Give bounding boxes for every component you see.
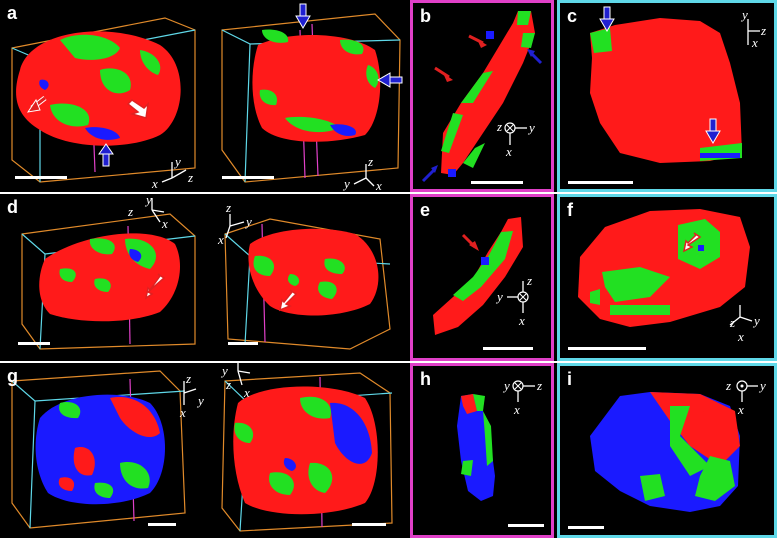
panel-f: f z y x: [557, 194, 777, 361]
axis-label-d-l2: y: [144, 194, 152, 207]
axis-label-i2: y: [758, 378, 766, 393]
arrow-red-icon-a1: [26, 96, 47, 113]
scale-bar-c: [568, 181, 633, 184]
axis-label-g-r2: z: [225, 377, 231, 392]
axis-label-b3: x: [505, 144, 512, 159]
axis-label-a-r3: x: [375, 178, 382, 192]
panel-label-g: g: [7, 366, 18, 386]
axis-label-d-l3: x: [161, 216, 168, 231]
axis-label-a-l2: x: [151, 176, 158, 191]
scale-bar-b: [471, 181, 523, 184]
panel-h: h y z x: [410, 363, 554, 538]
axis-label-f1: z: [729, 315, 735, 330]
axis-label-f3: x: [737, 329, 744, 344]
axis-label-c2: z: [760, 23, 766, 38]
scale-bar-g-left: [148, 523, 176, 526]
axis-label-g-l2: x: [179, 405, 186, 420]
arrow-red-outline-icon-a2: [126, 99, 150, 119]
axis-label-d-r2: x: [217, 232, 224, 247]
axis-label-g-l1: z: [185, 371, 191, 386]
axis-label-c3: x: [751, 35, 758, 50]
panel-c-render: y z x: [568, 6, 766, 184]
axis-label-a-r2: y: [342, 176, 350, 191]
panel-i-render: z y x: [568, 378, 766, 529]
panel-g-render: z x y y z x: [11, 363, 393, 532]
panel-label-i: i: [567, 369, 573, 389]
scale-bar-a-left: [15, 176, 67, 179]
axis-label-g-r1: y: [220, 363, 228, 378]
axis-label-d-r1: z: [225, 200, 231, 215]
scale-bar-e: [483, 347, 533, 350]
scale-bar-a-right: [222, 176, 274, 179]
axis-label-d-l1: z: [127, 204, 133, 219]
arrow-red-outline-icon-d1: [144, 273, 166, 300]
panel-d: d z y x: [0, 194, 410, 361]
scale-bar-g-right: [352, 523, 386, 526]
panel-e: e z y x: [410, 194, 554, 361]
axis-label-i3: x: [737, 402, 744, 417]
axis-label-a-l1: y: [173, 154, 181, 169]
axis-label-h1: y: [502, 378, 510, 393]
axis-label-e2: y: [495, 289, 503, 304]
panel-b: b z y x: [410, 0, 554, 192]
panel-i: i z y x: [557, 363, 777, 538]
arrow-blue-icon-a-top: [295, 3, 311, 29]
axis-label-d-r3: y: [244, 214, 252, 229]
panel-h-render: y z x: [457, 378, 544, 527]
axis-label-a-l3: z: [187, 170, 193, 185]
axis-label-i1: z: [725, 378, 731, 393]
scale-bar-d-right: [228, 342, 258, 345]
panel-c: c y z x: [557, 0, 777, 192]
panel-label-d: d: [7, 197, 18, 217]
scale-bar-i: [568, 526, 604, 529]
panel-label-b: b: [420, 6, 431, 26]
axis-label-b2: y: [527, 120, 535, 135]
panel-label-c: c: [567, 6, 578, 26]
arrow-red-outline-icon-f: [682, 232, 702, 253]
axis-label-h3: x: [513, 402, 520, 417]
panel-label-f: f: [567, 200, 573, 220]
panel-d-render: z y x z x y: [18, 194, 391, 350]
arrow-blue-icon-a: [98, 143, 114, 167]
panel-label-e: e: [420, 200, 431, 220]
panel-e-render: z y x: [433, 217, 533, 350]
axis-label-e3: x: [518, 313, 525, 328]
panel-a-render: y x z z y x: [11, 3, 403, 192]
arrow-blue-icon-c2: [705, 118, 721, 144]
panel-f-render: z y x: [568, 209, 760, 350]
panel-label-h: h: [420, 369, 431, 389]
panel-a: a: [0, 0, 410, 192]
scale-bar-d-left: [18, 342, 50, 345]
panel-g: g z x y: [0, 363, 410, 538]
axis-label-h2: z: [536, 378, 542, 393]
row-divider-2: [0, 361, 777, 363]
axis-label-e1: z: [526, 273, 532, 288]
arrow-blue-icon-a-side: [377, 72, 403, 88]
axis-label-f2: y: [752, 313, 760, 328]
scale-bar-h: [508, 524, 544, 527]
axis-label-b1: z: [496, 119, 502, 134]
row-divider-1: [0, 192, 777, 194]
axis-label-g-l3: y: [196, 393, 204, 408]
scale-bar-f: [568, 347, 646, 350]
arrow-red-outline-icon-d2: [278, 289, 298, 312]
panel-b-render: z y x: [421, 11, 543, 184]
axis-label-a-r1: z: [367, 154, 373, 169]
axis-label-c1: y: [740, 7, 748, 22]
arrow-blue-icon-c1: [599, 6, 615, 32]
axis-label-g-r3: x: [243, 385, 250, 400]
panel-label-a: a: [7, 3, 18, 23]
